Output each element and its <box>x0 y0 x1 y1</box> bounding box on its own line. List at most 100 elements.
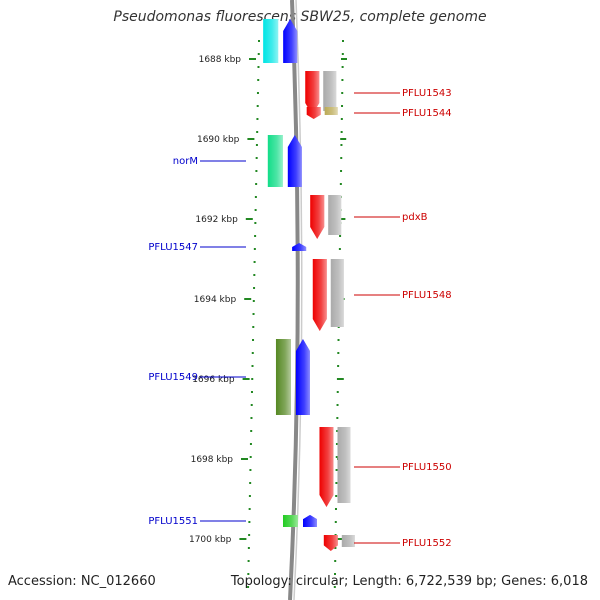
minor-tick <box>249 469 252 471</box>
minor-tick <box>334 560 337 562</box>
reverse-gene-arrow <box>310 195 325 239</box>
minor-tick <box>252 339 255 341</box>
minor-tick <box>335 456 338 458</box>
genome-summary-text: Topology: circular; Length: 6,722,539 bp… <box>230 574 588 589</box>
minor-tick <box>341 79 344 81</box>
gene-label[interactable]: PFLU1549 <box>148 372 198 383</box>
minor-tick <box>247 573 250 575</box>
gene-label[interactable]: pdxB <box>402 212 428 223</box>
minor-tick <box>257 53 260 55</box>
minor-tick <box>334 521 337 523</box>
minor-tick <box>256 92 259 94</box>
minor-tick <box>251 365 254 367</box>
minor-tick <box>249 482 252 484</box>
minor-tick <box>247 586 250 588</box>
minor-tick <box>340 118 343 120</box>
minor-tick <box>255 144 258 146</box>
minor-tick <box>335 495 338 497</box>
minor-tick <box>247 547 250 549</box>
minor-tick <box>256 131 259 133</box>
forward-gene-box <box>283 515 298 527</box>
minor-tick <box>341 105 344 107</box>
ruler-tick-right <box>337 378 344 380</box>
minor-tick <box>250 391 253 393</box>
minor-tick <box>255 183 258 185</box>
ruler-tick-right <box>339 218 346 220</box>
forward-gene-arrow <box>283 19 298 63</box>
minor-tick <box>256 105 259 107</box>
minor-tick <box>248 508 251 510</box>
gene-label[interactable]: PFLU1548 <box>402 290 452 301</box>
gene-label[interactable]: PFLU1550 <box>402 462 452 473</box>
gene-label[interactable]: norM <box>173 156 198 167</box>
ruler-label: 1690 kbp <box>197 135 240 145</box>
forward-gene-box <box>267 135 283 187</box>
minor-tick <box>335 443 338 445</box>
minor-tick <box>251 352 254 354</box>
gene-label[interactable]: PFLU1544 <box>402 108 452 119</box>
minor-tick <box>254 222 257 224</box>
ruler-label: 1696 kbp <box>192 375 235 385</box>
minor-tick <box>334 547 337 549</box>
minor-tick <box>254 196 257 198</box>
ruler-label: 1694 kbp <box>194 295 237 305</box>
minor-tick <box>340 144 343 146</box>
minor-tick <box>252 326 255 328</box>
forward-gene-arrow <box>287 135 302 187</box>
reverse-gene-arrow <box>305 71 320 115</box>
ruler-tick <box>249 58 256 60</box>
minor-tick <box>338 248 341 250</box>
minor-tick <box>254 235 257 237</box>
minor-tick <box>255 170 258 172</box>
gene-label[interactable]: PFLU1551 <box>148 516 198 527</box>
forward-gene-arrow <box>295 339 310 415</box>
minor-tick <box>334 573 337 575</box>
reverse-gene-box <box>341 535 355 547</box>
minor-tick <box>258 40 260 42</box>
minor-tick <box>341 92 344 94</box>
ruler-label: 1692 kbp <box>195 215 238 225</box>
ruler-label: 1698 kbp <box>191 455 234 465</box>
minor-tick <box>333 586 336 588</box>
ruler-tick <box>239 538 247 540</box>
minor-tick <box>339 235 342 237</box>
ruler-tick <box>244 298 252 300</box>
gene-label[interactable]: PFLU1547 <box>148 242 198 253</box>
minor-tick <box>252 313 255 315</box>
forward-gene-arrow <box>292 243 307 251</box>
minor-tick <box>336 417 339 419</box>
ruler-tick-right <box>340 138 347 140</box>
minor-tick <box>253 248 256 250</box>
minor-tick <box>256 118 259 120</box>
minor-tick <box>337 365 340 367</box>
minor-tick <box>248 495 251 497</box>
minor-tick <box>257 79 260 81</box>
gene-label[interactable]: PFLU1552 <box>402 538 452 549</box>
gene-label[interactable]: PFLU1543 <box>402 88 452 99</box>
minor-tick <box>248 521 251 523</box>
minor-tick <box>250 417 253 419</box>
ruler-tick-right <box>341 58 347 60</box>
reverse-gene-box <box>328 195 342 235</box>
minor-tick <box>334 508 337 510</box>
minor-tick <box>253 287 256 289</box>
ruler-tick <box>242 378 250 380</box>
minor-tick <box>336 391 339 393</box>
ruler-tick <box>247 138 255 140</box>
genome-backbone <box>288 0 300 600</box>
minor-tick <box>335 482 338 484</box>
reverse-gene-arrow <box>323 535 338 551</box>
minor-tick <box>251 378 254 380</box>
map-title: Pseudomonas fluorescens SBW25, complete … <box>113 9 487 25</box>
forward-gene-arrow <box>303 515 317 527</box>
forward-gene-box <box>263 19 279 63</box>
reverse-gene-arrow <box>306 107 321 119</box>
minor-tick <box>247 560 250 562</box>
ruler-tick-right <box>336 538 343 540</box>
minor-tick <box>255 157 258 159</box>
minor-tick <box>250 404 253 406</box>
minor-tick <box>341 53 344 55</box>
minor-tick <box>336 430 339 432</box>
